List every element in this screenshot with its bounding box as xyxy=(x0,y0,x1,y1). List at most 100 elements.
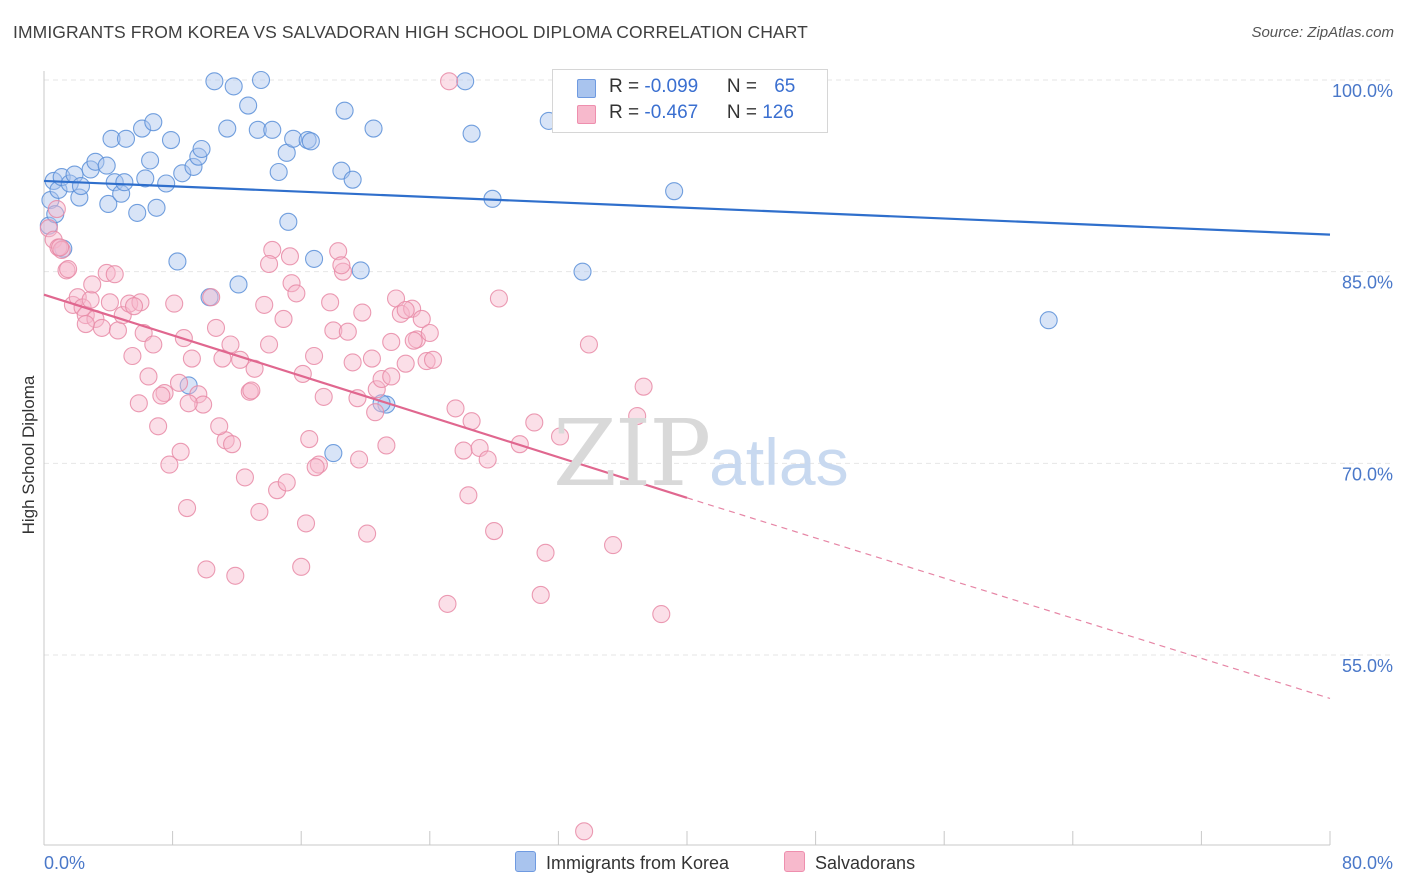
data-point xyxy=(420,323,439,343)
data-point xyxy=(60,174,79,193)
data-point xyxy=(456,72,475,91)
bottom-legend-label-korea: Immigrants from Korea xyxy=(546,853,730,873)
data-point xyxy=(287,284,306,303)
y-tick-label: 85.0% xyxy=(1342,273,1393,293)
data-point xyxy=(459,486,478,505)
data-point xyxy=(338,322,357,341)
legend-r-value: -0.467 xyxy=(644,102,699,123)
bottom-legend-korea[interactable]: Immigrants from Korea xyxy=(515,851,729,874)
data-point xyxy=(108,321,127,340)
data-point xyxy=(358,524,377,543)
data-point xyxy=(525,413,544,432)
data-point xyxy=(178,499,197,518)
data-point xyxy=(51,238,70,257)
chart-title: IMMIGRANTS FROM KOREA VS SALVADORAN HIGH… xyxy=(13,22,808,42)
data-point xyxy=(446,399,465,418)
data-point xyxy=(301,132,320,151)
data-point xyxy=(351,261,370,280)
data-point xyxy=(314,387,333,406)
watermark: ZIPatlas xyxy=(553,400,849,507)
data-point xyxy=(129,394,148,413)
legend-n-label: N = xyxy=(726,102,763,123)
data-point xyxy=(99,194,118,213)
trend-lines xyxy=(43,179,1331,700)
data-point xyxy=(305,346,324,366)
data-point xyxy=(105,265,124,284)
bottom-legend-label-salvadoran: Salvadorans xyxy=(815,853,916,873)
data-point xyxy=(1039,311,1058,330)
data-point xyxy=(144,113,163,132)
data-point xyxy=(321,293,340,312)
data-point xyxy=(536,543,555,562)
data-point xyxy=(652,605,671,624)
data-point xyxy=(279,212,298,231)
data-point xyxy=(324,321,343,340)
data-point xyxy=(133,119,152,138)
data-point xyxy=(604,536,623,555)
data-point xyxy=(81,290,100,309)
data-point xyxy=(269,162,288,182)
bottom-legend-swatch-korea xyxy=(515,851,536,872)
legend-n-label: N = xyxy=(726,76,763,97)
data-point xyxy=(173,164,192,183)
y-tick-label: 55.0% xyxy=(1342,656,1393,676)
data-point xyxy=(306,458,325,477)
data-point xyxy=(255,295,274,314)
data-point xyxy=(141,151,160,170)
data-point xyxy=(324,444,343,463)
legend-r-label: R = xyxy=(609,76,645,97)
data-point xyxy=(197,560,216,579)
data-point xyxy=(116,129,136,148)
data-point xyxy=(169,373,189,392)
data-point xyxy=(305,249,324,268)
data-point xyxy=(263,120,282,139)
data-point xyxy=(161,131,181,150)
data-point xyxy=(182,349,201,368)
data-point xyxy=(531,585,550,604)
data-point xyxy=(224,77,243,96)
data-point xyxy=(123,346,142,366)
data-point xyxy=(192,139,211,159)
data-point xyxy=(147,198,166,217)
data-point xyxy=(218,119,237,138)
bottom-legend-salvadoran[interactable]: Salvadorans xyxy=(784,851,915,874)
data-point xyxy=(165,294,184,313)
data-point xyxy=(268,481,287,500)
data-point xyxy=(454,441,473,460)
data-point xyxy=(76,315,95,334)
data-point xyxy=(124,297,144,316)
legend-r-label: R = xyxy=(609,102,645,123)
data-point xyxy=(248,120,267,139)
data-point xyxy=(396,354,415,373)
data-point xyxy=(206,318,226,337)
data-point xyxy=(179,394,198,413)
data-point xyxy=(136,169,155,188)
data-point xyxy=(226,566,245,585)
data-point xyxy=(412,309,431,328)
data-point xyxy=(343,170,362,189)
data-point xyxy=(139,367,158,386)
data-point xyxy=(277,473,296,492)
source-label: Source: ZipAtlas.com xyxy=(1251,24,1394,41)
data-point xyxy=(102,129,121,148)
data-point xyxy=(579,335,598,354)
data-point xyxy=(92,318,111,337)
data-point xyxy=(292,557,311,576)
data-point xyxy=(462,124,481,143)
legend-swatch-salvadoran xyxy=(577,105,596,124)
data-point xyxy=(309,455,328,474)
data-point xyxy=(100,293,119,312)
data-point xyxy=(168,252,187,271)
x-tick-label: 80.0% xyxy=(1342,853,1393,873)
data-point xyxy=(404,331,423,350)
x-tick-label: 0.0% xyxy=(44,853,85,873)
data-point xyxy=(377,436,396,455)
data-point xyxy=(478,450,497,469)
data-point xyxy=(259,335,279,354)
data-point xyxy=(333,262,353,281)
data-point xyxy=(194,395,213,414)
data-point xyxy=(332,256,351,275)
y-tick-label: 100.0% xyxy=(1332,81,1393,101)
data-point xyxy=(382,332,401,351)
data-point xyxy=(97,156,116,175)
